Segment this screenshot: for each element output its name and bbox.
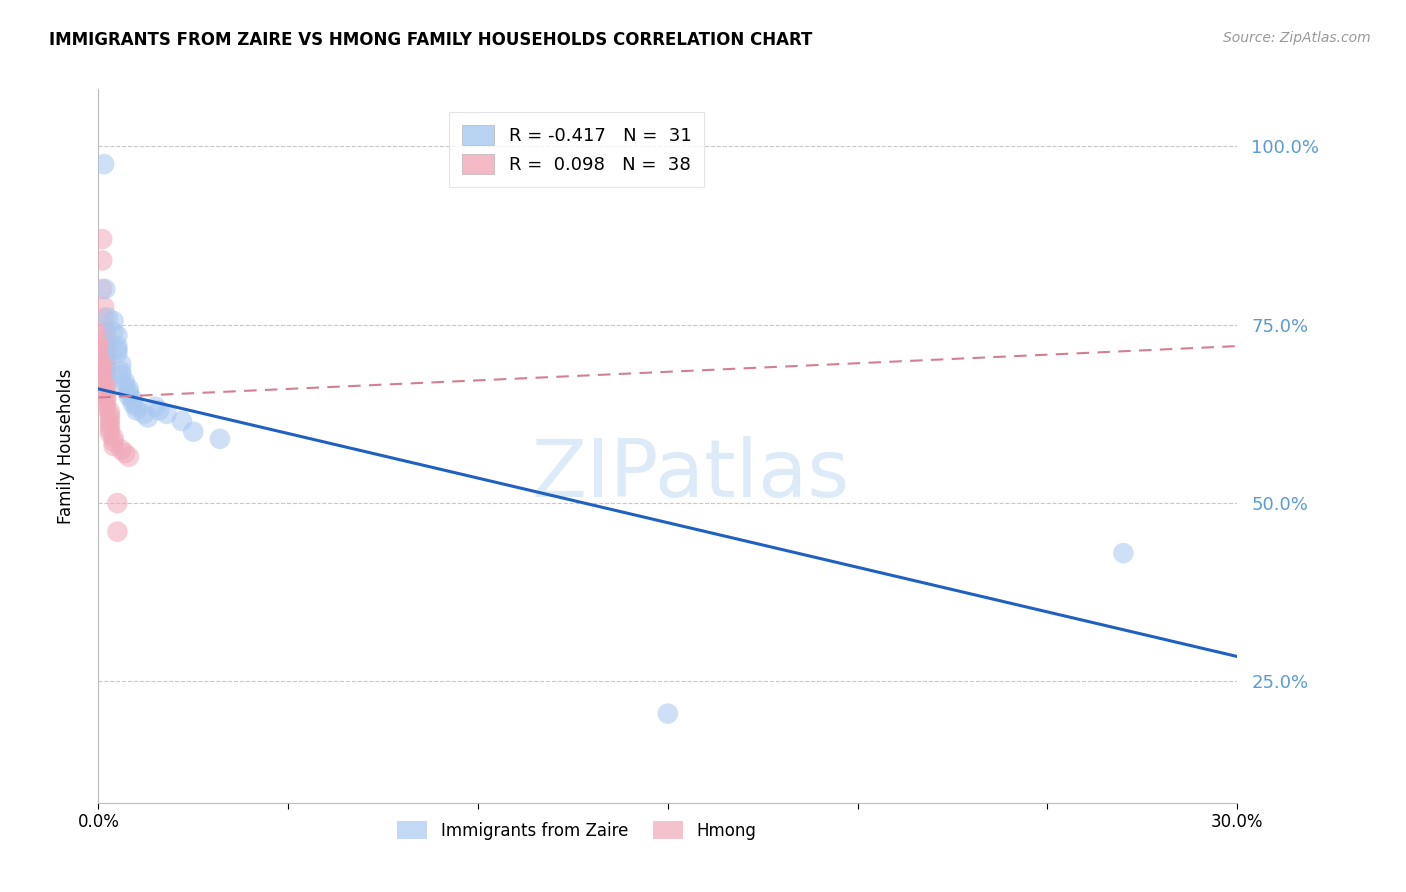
Point [94, 349, 117, 363]
Point [98, 409, 121, 423]
Point [94, 370, 117, 384]
Text: IMMIGRANTS FROM ZAIRE VS HMONG FAMILY HOUSEHOLDS CORRELATION CHART: IMMIGRANTS FROM ZAIRE VS HMONG FAMILY HO… [49, 31, 813, 49]
Point [94, 358, 117, 372]
Point [118, 389, 141, 403]
Point [94, 396, 117, 410]
Point [657, 706, 679, 721]
Point [118, 385, 141, 400]
Point [208, 432, 231, 446]
Point [103, 314, 125, 328]
Point [93, 157, 115, 171]
Point [98, 422, 121, 436]
Point [103, 325, 125, 339]
Point [125, 400, 148, 414]
Point [107, 339, 129, 353]
Point [103, 434, 125, 449]
Point [110, 357, 132, 371]
Point [93, 310, 115, 325]
Point [94, 336, 117, 351]
Legend: Immigrants from Zaire, Hmong: Immigrants from Zaire, Hmong [389, 814, 765, 848]
Point [94, 384, 117, 398]
Point [148, 403, 170, 417]
Point [98, 413, 121, 427]
Point [170, 414, 193, 428]
Point [98, 405, 121, 419]
Point [94, 330, 117, 344]
Point [94, 282, 117, 296]
Point [132, 407, 155, 421]
Point [1112, 546, 1135, 560]
Point [91, 282, 114, 296]
Point [94, 366, 117, 380]
Point [94, 387, 117, 401]
Point [91, 253, 114, 268]
Point [98, 426, 121, 441]
Point [103, 439, 125, 453]
Point [94, 375, 117, 389]
Point [121, 396, 143, 410]
Point [94, 362, 117, 376]
Point [121, 392, 143, 407]
Point [118, 450, 141, 464]
Point [110, 368, 132, 382]
Point [94, 401, 117, 415]
Point [114, 378, 136, 392]
Text: ZIPatlas: ZIPatlas [531, 435, 849, 514]
Point [156, 407, 179, 421]
Point [93, 300, 115, 314]
Y-axis label: Family Households: Family Households [56, 368, 75, 524]
Point [110, 364, 132, 378]
Point [103, 430, 125, 444]
Point [94, 325, 117, 339]
Point [93, 319, 115, 334]
Point [97, 310, 120, 325]
Point [183, 425, 205, 439]
Point [107, 343, 129, 357]
Point [114, 446, 136, 460]
Point [114, 375, 136, 389]
Point [94, 392, 117, 406]
Point [91, 232, 114, 246]
Text: Source: ZipAtlas.com: Source: ZipAtlas.com [1223, 31, 1371, 45]
Point [107, 328, 129, 343]
Point [94, 353, 117, 368]
Point [136, 410, 159, 425]
Point [145, 400, 167, 414]
Point [94, 344, 117, 359]
Point [94, 341, 117, 355]
Point [125, 403, 148, 417]
Point [107, 524, 129, 539]
Point [107, 346, 129, 360]
Point [110, 442, 132, 457]
Point [98, 417, 121, 432]
Point [94, 379, 117, 393]
Point [118, 382, 141, 396]
Point [107, 496, 129, 510]
